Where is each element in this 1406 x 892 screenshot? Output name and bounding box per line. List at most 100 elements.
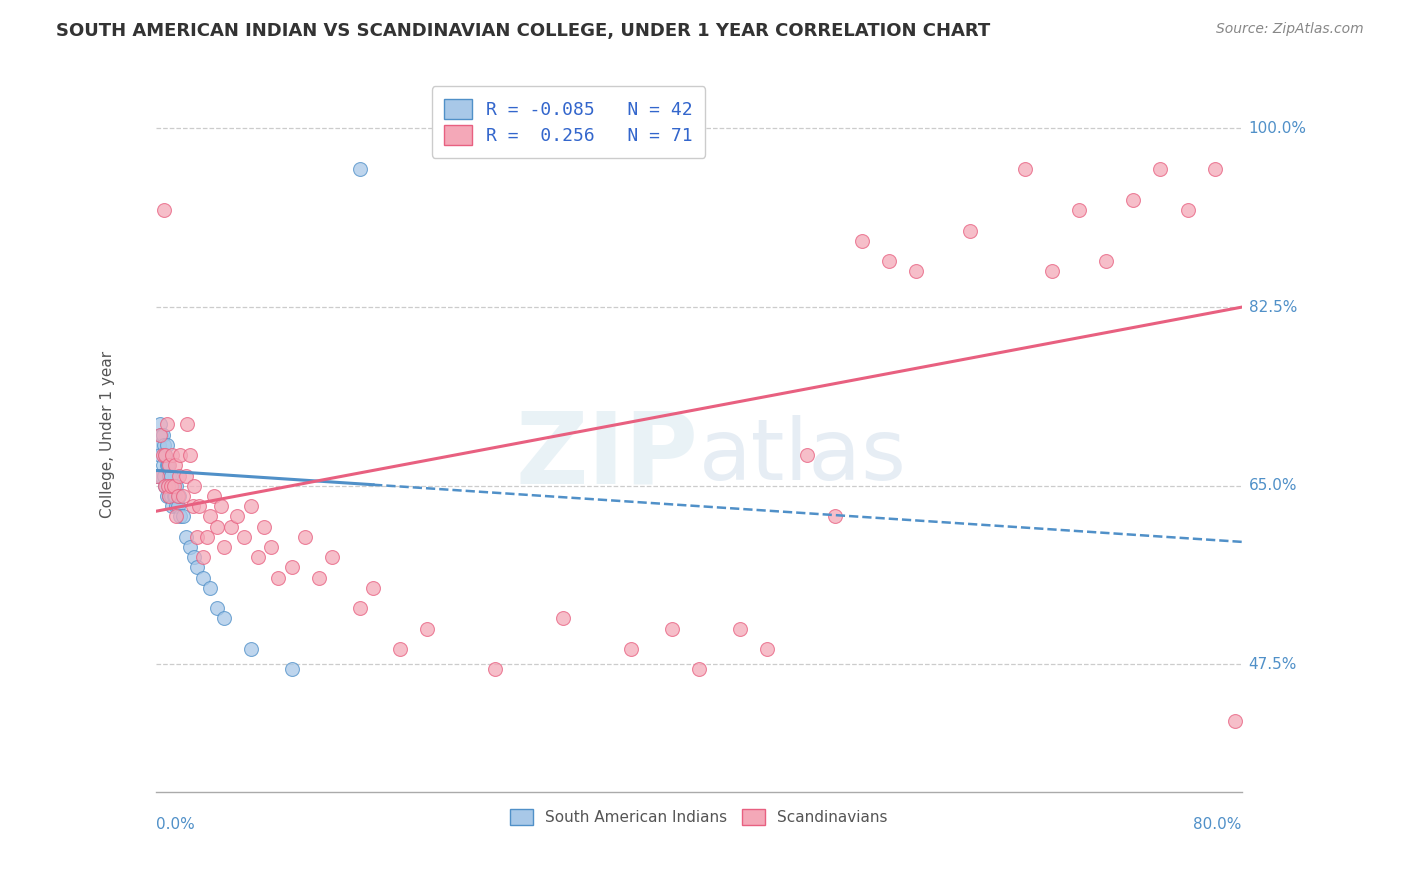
Point bbox=[155, 448, 177, 462]
Point bbox=[156, 417, 179, 432]
Point bbox=[212, 540, 235, 554]
Point bbox=[198, 509, 221, 524]
Point bbox=[152, 427, 174, 442]
Point bbox=[198, 581, 221, 595]
Point bbox=[159, 458, 181, 473]
Text: 80.0%: 80.0% bbox=[1194, 817, 1241, 832]
Point bbox=[148, 438, 170, 452]
Point bbox=[163, 458, 186, 473]
Point bbox=[166, 489, 188, 503]
Point bbox=[280, 663, 302, 677]
Point bbox=[159, 468, 181, 483]
Point bbox=[239, 642, 262, 657]
Point bbox=[219, 519, 242, 533]
Point bbox=[157, 479, 180, 493]
Legend: South American Indians, Scandinavians: South American Indians, Scandinavians bbox=[501, 799, 897, 834]
Point bbox=[1014, 162, 1036, 177]
Point bbox=[174, 468, 197, 483]
Point bbox=[160, 448, 183, 462]
Point bbox=[150, 427, 173, 442]
Text: 65.0%: 65.0% bbox=[1249, 478, 1298, 493]
Point bbox=[156, 438, 179, 452]
Point bbox=[267, 571, 290, 585]
Point bbox=[167, 468, 190, 483]
Point bbox=[169, 509, 191, 524]
Point bbox=[553, 611, 575, 625]
Point bbox=[416, 622, 439, 636]
Point bbox=[193, 571, 215, 585]
Point bbox=[209, 499, 232, 513]
Point bbox=[162, 489, 184, 503]
Point bbox=[163, 489, 186, 503]
Point bbox=[149, 427, 172, 442]
Point bbox=[796, 448, 818, 462]
Text: 0.0%: 0.0% bbox=[156, 817, 194, 832]
Point bbox=[197, 530, 219, 544]
Point bbox=[260, 540, 283, 554]
Point bbox=[246, 550, 269, 565]
Point bbox=[166, 499, 188, 513]
Point bbox=[349, 601, 371, 615]
Point bbox=[146, 468, 169, 483]
Point bbox=[146, 468, 169, 483]
Text: ZIP: ZIP bbox=[516, 408, 699, 505]
Point bbox=[620, 642, 643, 657]
Point bbox=[155, 448, 177, 462]
Point bbox=[193, 550, 215, 565]
Point bbox=[172, 509, 194, 524]
Point bbox=[152, 448, 174, 462]
Point bbox=[157, 479, 180, 493]
Text: 47.5%: 47.5% bbox=[1249, 657, 1296, 672]
Point bbox=[165, 479, 187, 493]
Point bbox=[153, 438, 176, 452]
Point bbox=[179, 540, 201, 554]
Point bbox=[824, 509, 846, 524]
Point bbox=[280, 560, 302, 574]
Point bbox=[959, 223, 981, 237]
Point bbox=[1223, 714, 1246, 728]
Point bbox=[179, 448, 201, 462]
Point bbox=[159, 489, 181, 503]
Point bbox=[294, 530, 316, 544]
Point bbox=[169, 448, 191, 462]
Point bbox=[157, 458, 180, 473]
Point bbox=[728, 622, 751, 636]
Point bbox=[159, 468, 181, 483]
Point bbox=[1122, 193, 1144, 207]
Point bbox=[172, 489, 194, 503]
Point bbox=[165, 509, 187, 524]
Point bbox=[152, 458, 174, 473]
Point bbox=[1177, 203, 1199, 218]
Point bbox=[1095, 254, 1118, 268]
Point bbox=[150, 468, 173, 483]
Point bbox=[183, 479, 205, 493]
Text: 82.5%: 82.5% bbox=[1249, 300, 1296, 315]
Text: SOUTH AMERICAN INDIAN VS SCANDINAVIAN COLLEGE, UNDER 1 YEAR CORRELATION CHART: SOUTH AMERICAN INDIAN VS SCANDINAVIAN CO… bbox=[56, 22, 990, 40]
Point bbox=[159, 489, 181, 503]
Point bbox=[205, 601, 228, 615]
Point bbox=[877, 254, 900, 268]
Point bbox=[188, 499, 211, 513]
Point bbox=[186, 530, 208, 544]
Point bbox=[162, 479, 184, 493]
Point bbox=[156, 458, 179, 473]
Point bbox=[905, 264, 928, 278]
Point bbox=[159, 489, 181, 503]
Point bbox=[183, 550, 205, 565]
Point bbox=[226, 509, 249, 524]
Point bbox=[149, 448, 172, 462]
Point bbox=[321, 550, 343, 565]
Point bbox=[153, 468, 176, 483]
Point bbox=[1204, 162, 1226, 177]
Point bbox=[155, 479, 177, 493]
Point bbox=[389, 642, 412, 657]
Point bbox=[205, 519, 228, 533]
Point bbox=[1067, 203, 1090, 218]
Point bbox=[160, 499, 183, 513]
Point bbox=[181, 499, 204, 513]
Point bbox=[176, 417, 198, 432]
Point bbox=[156, 489, 179, 503]
Point bbox=[233, 530, 256, 544]
Text: 100.0%: 100.0% bbox=[1249, 121, 1306, 136]
Point bbox=[484, 663, 506, 677]
